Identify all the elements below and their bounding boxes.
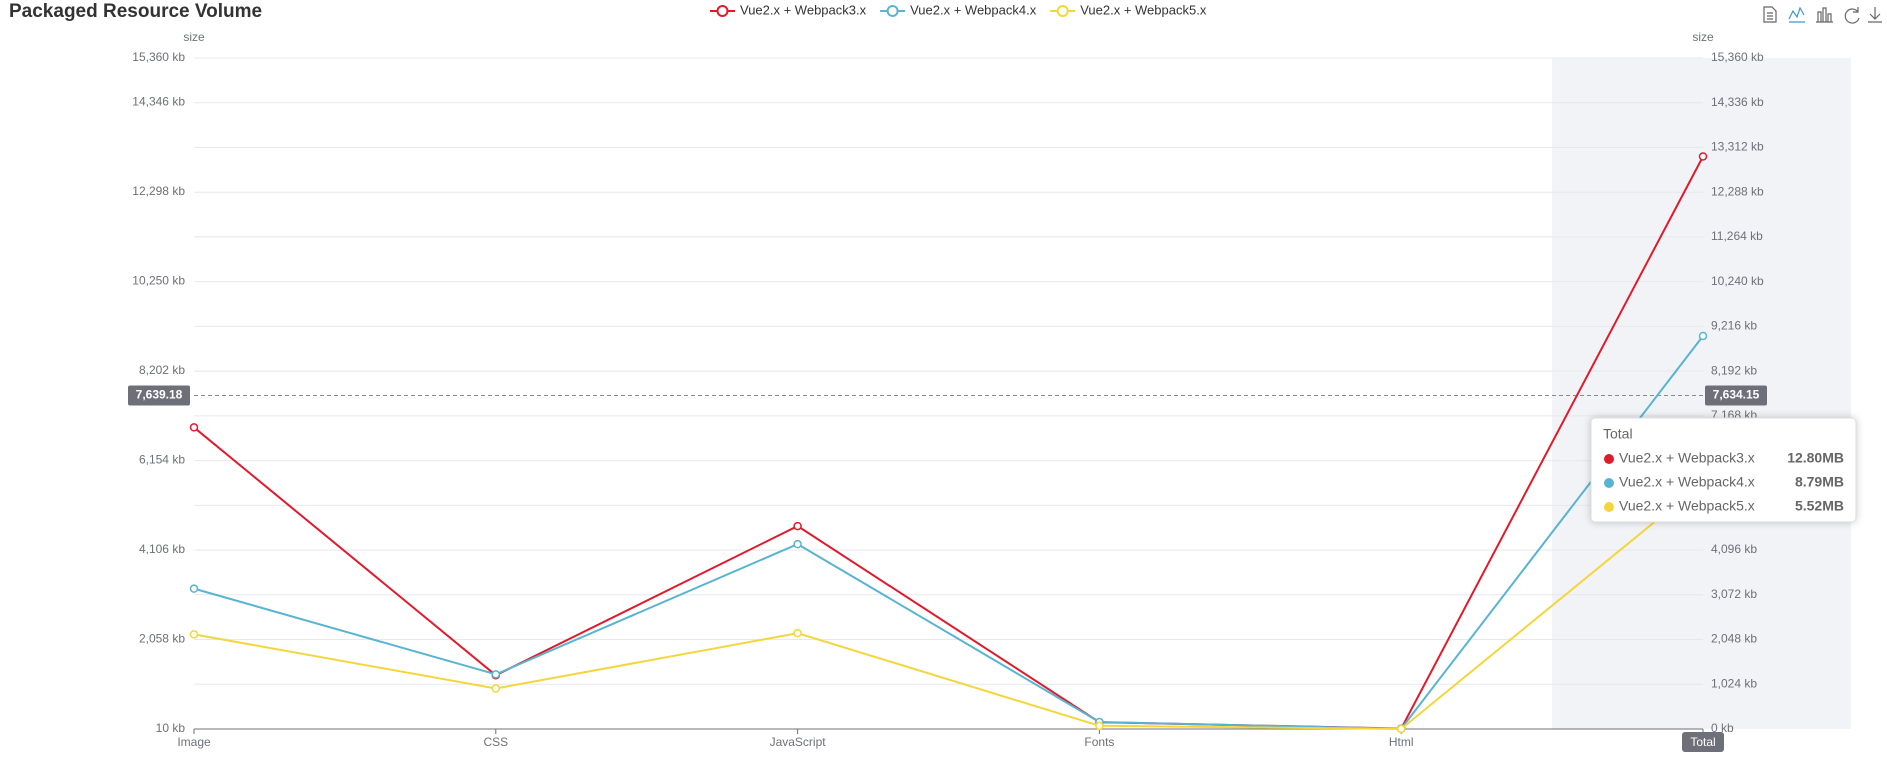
tooltip-marker <box>1604 502 1614 512</box>
y2-tick-label: 3,072 kb <box>1711 587 1757 601</box>
y2-tick-label: 0 kb <box>1711 721 1734 735</box>
save-image-button[interactable] <box>1868 7 1882 23</box>
y-tick-label: 6,154 kb <box>139 453 185 467</box>
tooltip-series-name: Vue2.x + Webpack4.x <box>1619 474 1755 490</box>
series <box>189 478 1708 734</box>
axis-pointer-label: 7,639.18 <box>136 388 183 402</box>
chart-title: Packaged Resource Volume <box>9 1 262 22</box>
tooltip-marker <box>1604 454 1614 464</box>
data-view-button[interactable] <box>1763 6 1777 23</box>
y-tick-label: 10,250 kb <box>132 274 185 288</box>
data-point <box>793 521 802 531</box>
legend-item[interactable]: Vue2.x + Webpack3.x <box>710 2 867 17</box>
y-tick-label: 14,346 kb <box>132 94 185 108</box>
y-tick-label: 4,106 kb <box>139 542 185 556</box>
tooltip: Total Vue2.x + Webpack3.x 12.80MB Vue2.x + … <box>1590 417 1857 523</box>
tooltip-value: 8.79MB <box>1795 474 1844 490</box>
series-line <box>193 156 1704 730</box>
tooltip-box <box>1590 417 1857 523</box>
series-line <box>193 335 1704 730</box>
data-point <box>793 539 802 549</box>
legend-label: Vue2.x + Webpack5.x <box>1080 2 1207 17</box>
y-tick-label: 15,360 kb <box>132 50 185 64</box>
data-point <box>1396 724 1406 734</box>
x-tick-label: Fonts <box>1084 735 1114 749</box>
x-label-highlight <box>1682 732 1724 752</box>
legend-marker <box>716 5 729 17</box>
restore-button[interactable] <box>1844 7 1860 24</box>
data-point <box>1698 331 1708 341</box>
series-line <box>193 481 1704 730</box>
axis-pointer-label-bg <box>128 385 190 406</box>
legend-marker <box>1056 5 1069 17</box>
x-tick-label: Html <box>1389 735 1414 749</box>
bar-chart-button[interactable] <box>1816 7 1833 23</box>
y-axis-name: size <box>183 30 205 44</box>
legend-label: Vue2.x + Webpack3.x <box>740 2 867 17</box>
data-point <box>491 684 501 693</box>
axis-pointer-label: 7,634.15 <box>1713 388 1760 402</box>
y2-tick-label: 9,216 kb <box>1711 319 1757 333</box>
y-tick-label: 2,058 kb <box>139 632 185 646</box>
y2-tick-label: 2,048 kb <box>1711 632 1757 646</box>
line-chart-button[interactable] <box>1788 6 1805 23</box>
y2-tick-label: 4,096 kb <box>1711 542 1757 556</box>
data-point <box>1698 152 1708 161</box>
tooltip-marker <box>1604 478 1614 488</box>
y2-axis-name: size <box>1692 30 1714 44</box>
y2-tick-label: 13,312 kb <box>1711 140 1764 154</box>
tooltip-value: 12.80MB <box>1787 450 1844 466</box>
toolbox <box>1763 6 1882 24</box>
legend-label: Vue2.x + Webpack4.x <box>910 2 1037 17</box>
series <box>189 152 1708 733</box>
data-point <box>491 670 501 679</box>
y-tick-label: 10 kb <box>156 721 186 735</box>
data-point <box>189 584 199 593</box>
data-point <box>1095 721 1104 731</box>
legend-item[interactable]: Vue2.x + Webpack4.x <box>880 2 1037 17</box>
y2-tick-label: 15,360 kb <box>1711 50 1764 64</box>
axis-pointer-shadow <box>1552 58 1851 729</box>
data-point <box>793 628 802 638</box>
data-point <box>189 630 199 639</box>
axis-pointer-label-bg <box>1705 385 1767 406</box>
x-tick-label: CSS <box>483 735 508 749</box>
y2-tick-label: 11,264 kb <box>1711 229 1763 243</box>
legend-marker <box>886 5 899 17</box>
y-tick-label: 8,202 kb <box>139 363 185 377</box>
y2-tick-label: 14,336 kb <box>1711 95 1764 109</box>
tooltip-series-name: Vue2.x + Webpack3.x <box>1619 450 1755 466</box>
x-tick-label: Image <box>177 735 211 749</box>
series <box>189 331 1708 734</box>
tooltip-title: Total <box>1603 426 1633 442</box>
y2-tick-label: 12,288 kb <box>1711 184 1764 198</box>
tooltip-series-name: Vue2.x + Webpack5.x <box>1619 498 1755 514</box>
legend-item[interactable]: Vue2.x + Webpack5.x <box>1050 2 1207 17</box>
y2-tick-label: 8,192 kb <box>1711 363 1757 377</box>
y2-tick-label: 10,240 kb <box>1711 274 1764 288</box>
y2-tick-label: 1,024 kb <box>1711 676 1757 690</box>
x-tick-label: JavaScript <box>770 735 827 749</box>
y-tick-label: 12,298 kb <box>132 184 185 198</box>
data-point <box>189 423 199 432</box>
tooltip-value: 5.52MB <box>1795 498 1844 514</box>
x-tick-label: Total <box>1690 735 1715 749</box>
